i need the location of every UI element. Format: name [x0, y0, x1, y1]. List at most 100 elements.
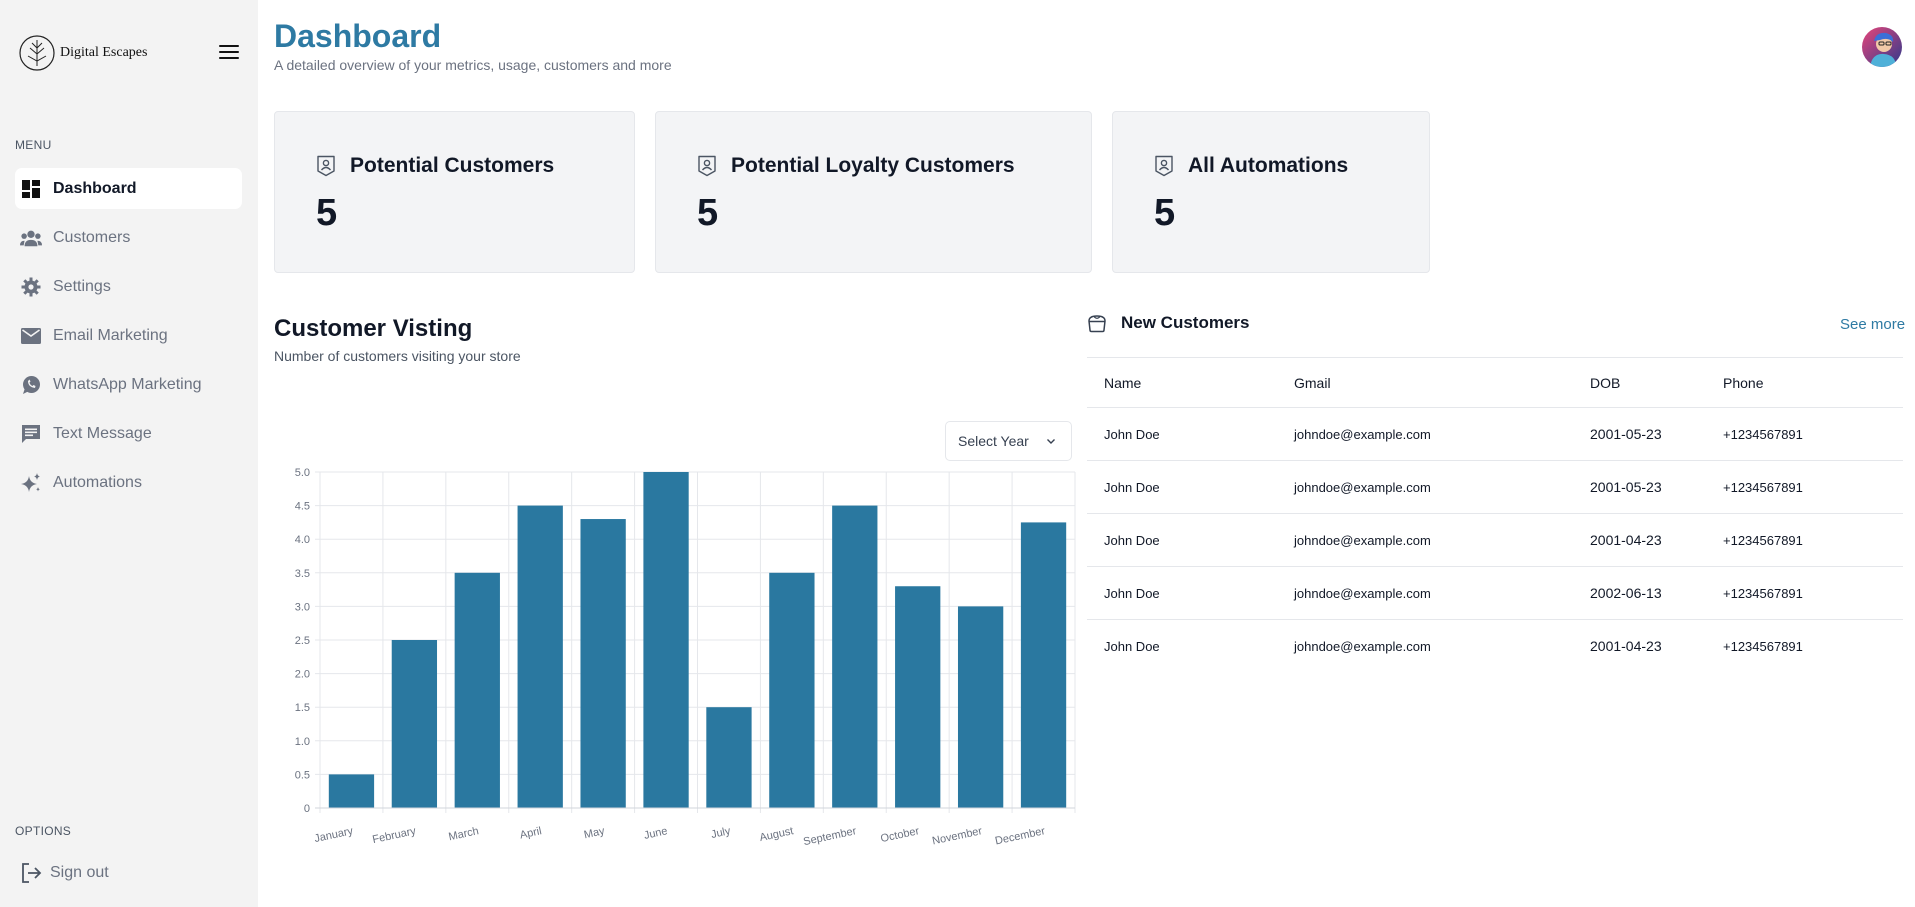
bar-july[interactable]: [706, 707, 752, 808]
y-tick-label: 2.0: [295, 669, 310, 681]
sidebar-item-whatsapp-marketing[interactable]: WhatsApp Marketing: [15, 364, 242, 405]
stat-card-all-automations[interactable]: All Automations 5: [1112, 111, 1430, 273]
bar-september[interactable]: [832, 505, 878, 808]
bar-november[interactable]: [957, 606, 1004, 808]
cell-gmail: johndoe@example.com: [1294, 585, 1431, 601]
x-tick-label: June: [643, 825, 669, 842]
x-tick-label: September: [802, 825, 857, 848]
card-title: Potential Loyalty Customers: [731, 154, 1015, 177]
y-tick-label: 4.0: [295, 534, 310, 546]
card-title: Potential Customers: [350, 154, 555, 177]
cell-name: John Doe: [1104, 426, 1160, 442]
bar-august[interactable]: [769, 572, 815, 808]
brand-name: Digital Escapes: [60, 45, 148, 60]
cell-dob: 2002-06-13: [1590, 585, 1662, 601]
y-tick-label: 1.0: [295, 736, 310, 748]
cell-phone: +1234567891: [1723, 638, 1803, 654]
shopping-bag-icon: [1088, 315, 1106, 333]
y-tick-label: 0.5: [295, 769, 310, 781]
x-tick-label: November: [931, 825, 983, 847]
bar-october[interactable]: [895, 586, 941, 808]
sidebar-item-label: WhatsApp Marketing: [53, 375, 202, 393]
bar-february[interactable]: [391, 640, 438, 808]
user-badge-icon: [698, 155, 716, 177]
table-row[interactable]: John Doe johndoe@example.com 2001-05-23 …: [1087, 460, 1903, 513]
sidebar-item-dashboard[interactable]: Dashboard: [15, 168, 242, 209]
cell-phone: +1234567891: [1723, 585, 1803, 601]
table-row[interactable]: John Doe johndoe@example.com 2001-04-23 …: [1087, 619, 1903, 672]
menu-toggle-icon[interactable]: [219, 45, 239, 61]
cell-name: John Doe: [1104, 638, 1160, 654]
column-header-phone[interactable]: Phone: [1723, 374, 1764, 391]
bar-may[interactable]: [580, 519, 626, 808]
avatar-image: [1862, 27, 1902, 67]
x-tick-label: May: [583, 825, 606, 841]
y-tick-label: 5.0: [295, 467, 310, 479]
page-subtitle: A detailed overview of your metrics, usa…: [274, 57, 672, 73]
sidebar-item-label: Dashboard: [53, 179, 137, 197]
customer-visiting-chart: 0 0.5 1.0 1.5 2.0 2.5 3.0 3.5 4.0 4.5 5.0 January Fe…: [295, 467, 1076, 848]
card-value: 5: [697, 192, 719, 234]
sidebar-item-label: Email Marketing: [53, 326, 168, 344]
card-value: 5: [316, 192, 338, 234]
avatar[interactable]: [1862, 27, 1902, 67]
bar-january[interactable]: [328, 774, 375, 808]
chart-title: Customer Visting: [274, 315, 473, 342]
bar-april[interactable]: [517, 505, 563, 808]
sidebar-item-label: Settings: [53, 277, 111, 295]
cell-gmail: johndoe@example.com: [1294, 479, 1431, 495]
stat-card-potential-loyalty-customers[interactable]: Potential Loyalty Customers 5: [655, 111, 1092, 273]
bar-march[interactable]: [454, 572, 500, 808]
new-customers-header: New Customers: [1087, 313, 1249, 333]
sidebar-item-settings[interactable]: Settings: [15, 266, 242, 307]
sidebar-item-email-marketing[interactable]: Email Marketing: [15, 315, 242, 356]
cell-phone: +1234567891: [1723, 532, 1803, 548]
new-customers-table: Name Gmail DOB Phone John Doe johndoe@ex…: [1087, 357, 1903, 672]
options-heading: OPTIONS: [15, 824, 72, 838]
y-tick-label: 3.5: [295, 568, 310, 580]
brand[interactable]: Digital Escapes: [18, 34, 147, 72]
sidebar-item-customers[interactable]: Customers: [15, 217, 242, 258]
x-tick-label: October: [880, 825, 921, 845]
whatsapp-icon: [20, 374, 42, 396]
page-title: Dashboard: [274, 18, 442, 54]
y-tick-label: 4.5: [295, 501, 310, 513]
chart-subtitle: Number of customers visiting your store: [274, 348, 521, 364]
gear-icon: [20, 276, 42, 298]
cell-dob: 2001-05-23: [1590, 479, 1662, 495]
stat-card-potential-customers[interactable]: Potential Customers 5: [274, 111, 635, 273]
card-value: 5: [1154, 192, 1176, 234]
column-header-dob[interactable]: DOB: [1590, 374, 1621, 391]
year-select[interactable]: Select Year: [945, 421, 1072, 461]
column-header-gmail[interactable]: Gmail: [1294, 374, 1331, 391]
sidebar-item-automations[interactable]: Automations: [15, 462, 242, 503]
x-tick-label: March: [448, 825, 480, 843]
y-tick-label: 1.5: [295, 702, 310, 714]
sidebar-item-label: Text Message: [53, 424, 152, 442]
column-header-name[interactable]: Name: [1104, 374, 1142, 391]
table-row[interactable]: John Doe johndoe@example.com 2001-04-23 …: [1087, 513, 1903, 566]
message-icon: [20, 423, 42, 445]
year-select-label: Select Year: [958, 433, 1029, 449]
signout-button[interactable]: Sign out: [20, 862, 109, 884]
bar-june[interactable]: [643, 472, 689, 808]
sparkles-icon: [20, 472, 42, 494]
x-tick-label: February: [371, 825, 417, 846]
table-row[interactable]: John Doe johndoe@example.com 2002-06-13 …: [1087, 566, 1903, 619]
bar-december[interactable]: [1020, 522, 1067, 808]
x-tick-label: July: [710, 825, 732, 841]
new-customers-title: New Customers: [1121, 313, 1250, 332]
dashboard-icon: [20, 178, 42, 200]
card-title: All Automations: [1188, 154, 1349, 177]
cell-gmail: johndoe@example.com: [1294, 532, 1431, 548]
cell-gmail: johndoe@example.com: [1294, 638, 1431, 654]
table-row[interactable]: John Doe johndoe@example.com 2001-05-23 …: [1087, 407, 1903, 460]
sidebar-item-text-message[interactable]: Text Message: [15, 413, 242, 454]
x-tick-label: December: [994, 825, 1046, 847]
user-badge-icon: [317, 155, 335, 177]
sidebar-item-label: Customers: [53, 228, 131, 246]
sidebar: Digital Escapes MENU Dashboard Customers…: [0, 0, 258, 907]
see-more-link[interactable]: See more: [1840, 316, 1906, 333]
cell-phone: +1234567891: [1723, 479, 1803, 495]
mail-icon: [20, 325, 42, 347]
